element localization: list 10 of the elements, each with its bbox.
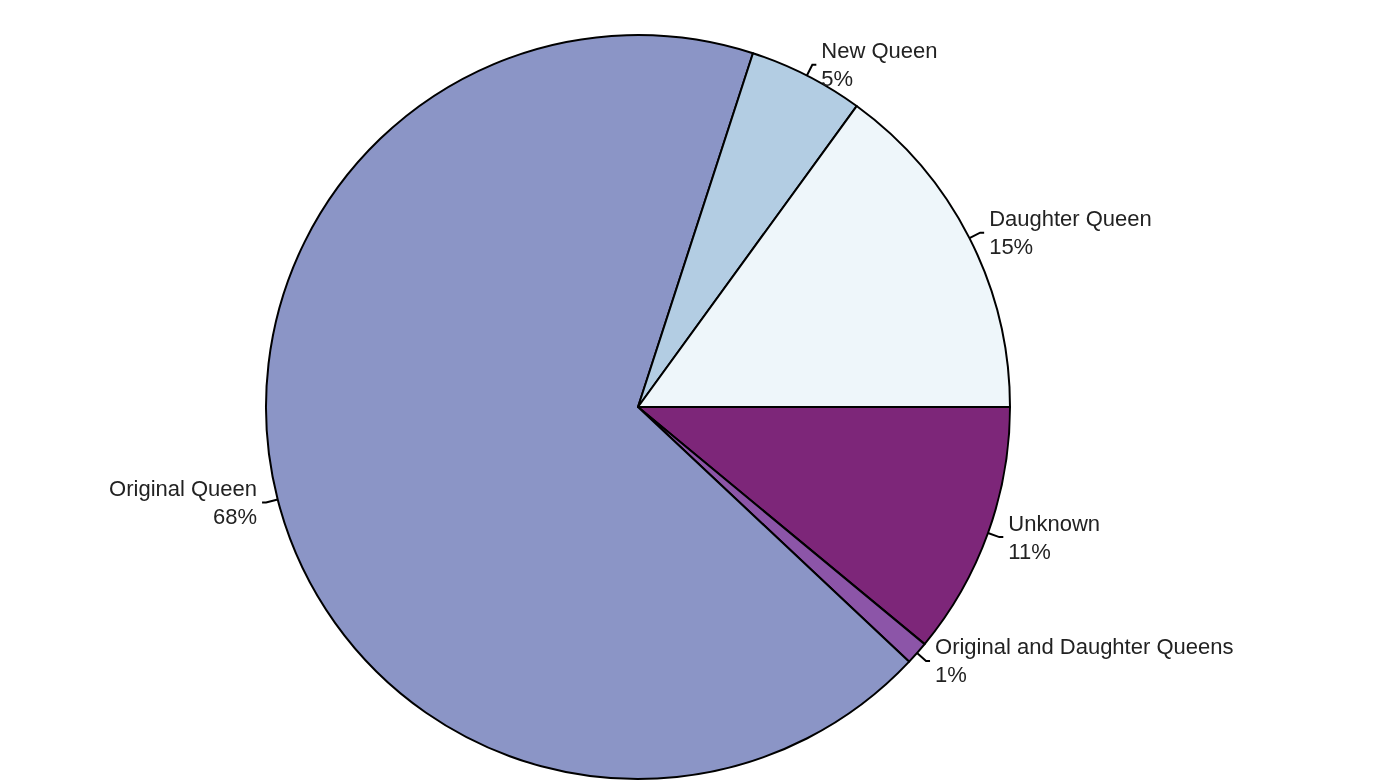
data-label: 15% bbox=[989, 234, 1034, 260]
slice-label: Original and Daughter Queens bbox=[935, 634, 1234, 660]
data-label: 68% bbox=[213, 504, 258, 529]
slice-label: Unknown bbox=[1008, 510, 1101, 536]
data-label: 5% bbox=[821, 66, 854, 92]
slice-label: Daughter Queen bbox=[989, 206, 1152, 232]
data-label: 1% bbox=[935, 662, 967, 688]
slice-label: New Queen bbox=[821, 38, 938, 64]
slice-label: Original Queen bbox=[109, 476, 258, 501]
data-label: 11% bbox=[1008, 538, 1051, 564]
